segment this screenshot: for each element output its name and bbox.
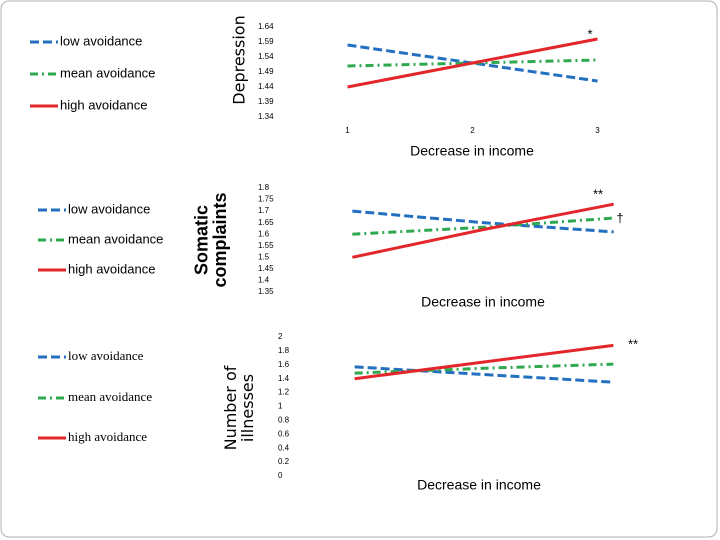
y-tick-label: 1.35 xyxy=(258,287,274,296)
y-axis-label: complaints xyxy=(210,192,230,287)
x-axis-label: Decrease in income xyxy=(410,143,534,159)
series-line xyxy=(347,43,598,83)
y-tick-label: 1.54 xyxy=(258,52,274,61)
y-tick-label: 1.8 xyxy=(258,183,270,192)
legend-label: mean avoidance xyxy=(68,231,163,246)
y-tick-label: 1.55 xyxy=(258,241,274,250)
y-tick-label: 1.5 xyxy=(258,252,270,261)
y-axis-label: Number of xyxy=(221,365,240,450)
y-tick-label: 1.75 xyxy=(258,195,274,204)
y-tick-label: 0.4 xyxy=(278,443,290,452)
y-axis-label: illnesses xyxy=(238,374,257,442)
legend-label: low avoidance xyxy=(68,201,150,216)
legend-label: high avoidance xyxy=(68,261,155,276)
annotation: * xyxy=(587,26,592,41)
y-tick-label: 1.64 xyxy=(258,22,274,31)
series-line xyxy=(352,216,614,236)
series-line xyxy=(354,343,614,381)
series-line xyxy=(352,209,614,234)
y-tick-label: 1.59 xyxy=(258,37,274,46)
x-tick-label: 1 xyxy=(345,126,350,135)
y-axis-label: Depression xyxy=(230,15,249,104)
legend-label: mean avoidance xyxy=(60,65,155,80)
series-line xyxy=(354,365,614,384)
series-line xyxy=(347,58,598,68)
legend-label: low avoidance xyxy=(68,348,144,363)
annotation: ** xyxy=(628,336,638,351)
y-tick-label: 1.6 xyxy=(278,360,290,369)
y-tick-label: 1.4 xyxy=(278,374,290,383)
x-axis-label: Decrease in income xyxy=(417,477,541,493)
y-tick-label: 0.8 xyxy=(278,416,290,425)
y-axis-label: Somatic xyxy=(191,205,211,275)
y-tick-label: 1.34 xyxy=(258,112,274,121)
y-tick-label: 1.2 xyxy=(278,388,290,397)
y-tick-label: 0 xyxy=(278,471,283,480)
x-axis-label: Decrease in income xyxy=(421,294,545,310)
y-tick-label: 1.4 xyxy=(258,276,270,285)
y-tick-label: 1.65 xyxy=(258,218,274,227)
y-tick-label: 0.2 xyxy=(278,457,290,466)
series-line xyxy=(352,202,614,259)
y-tick-label: 1.44 xyxy=(258,82,274,91)
x-tick-label: 3 xyxy=(595,126,600,135)
annotation: † xyxy=(616,210,623,225)
y-tick-label: 1.39 xyxy=(258,97,274,106)
y-tick-label: 1.8 xyxy=(278,346,290,355)
annotation: ** xyxy=(593,186,603,201)
y-tick-label: 1.7 xyxy=(258,206,270,215)
legend-label: high avoidance xyxy=(60,97,147,112)
y-tick-label: 0.6 xyxy=(278,429,290,438)
y-tick-label: 1 xyxy=(278,402,283,411)
legend-label: low avoidance xyxy=(60,33,142,48)
y-tick-label: 1.6 xyxy=(258,229,270,238)
y-tick-label: 1.45 xyxy=(258,264,274,273)
y-tick-label: 1.49 xyxy=(258,67,274,76)
y-tick-label: 2 xyxy=(278,332,283,341)
legend-label: mean avoidance xyxy=(68,389,152,404)
x-tick-label: 2 xyxy=(470,126,475,135)
legend-label: high avoidance xyxy=(68,429,147,444)
series-line xyxy=(347,37,598,89)
series-line xyxy=(354,362,614,375)
